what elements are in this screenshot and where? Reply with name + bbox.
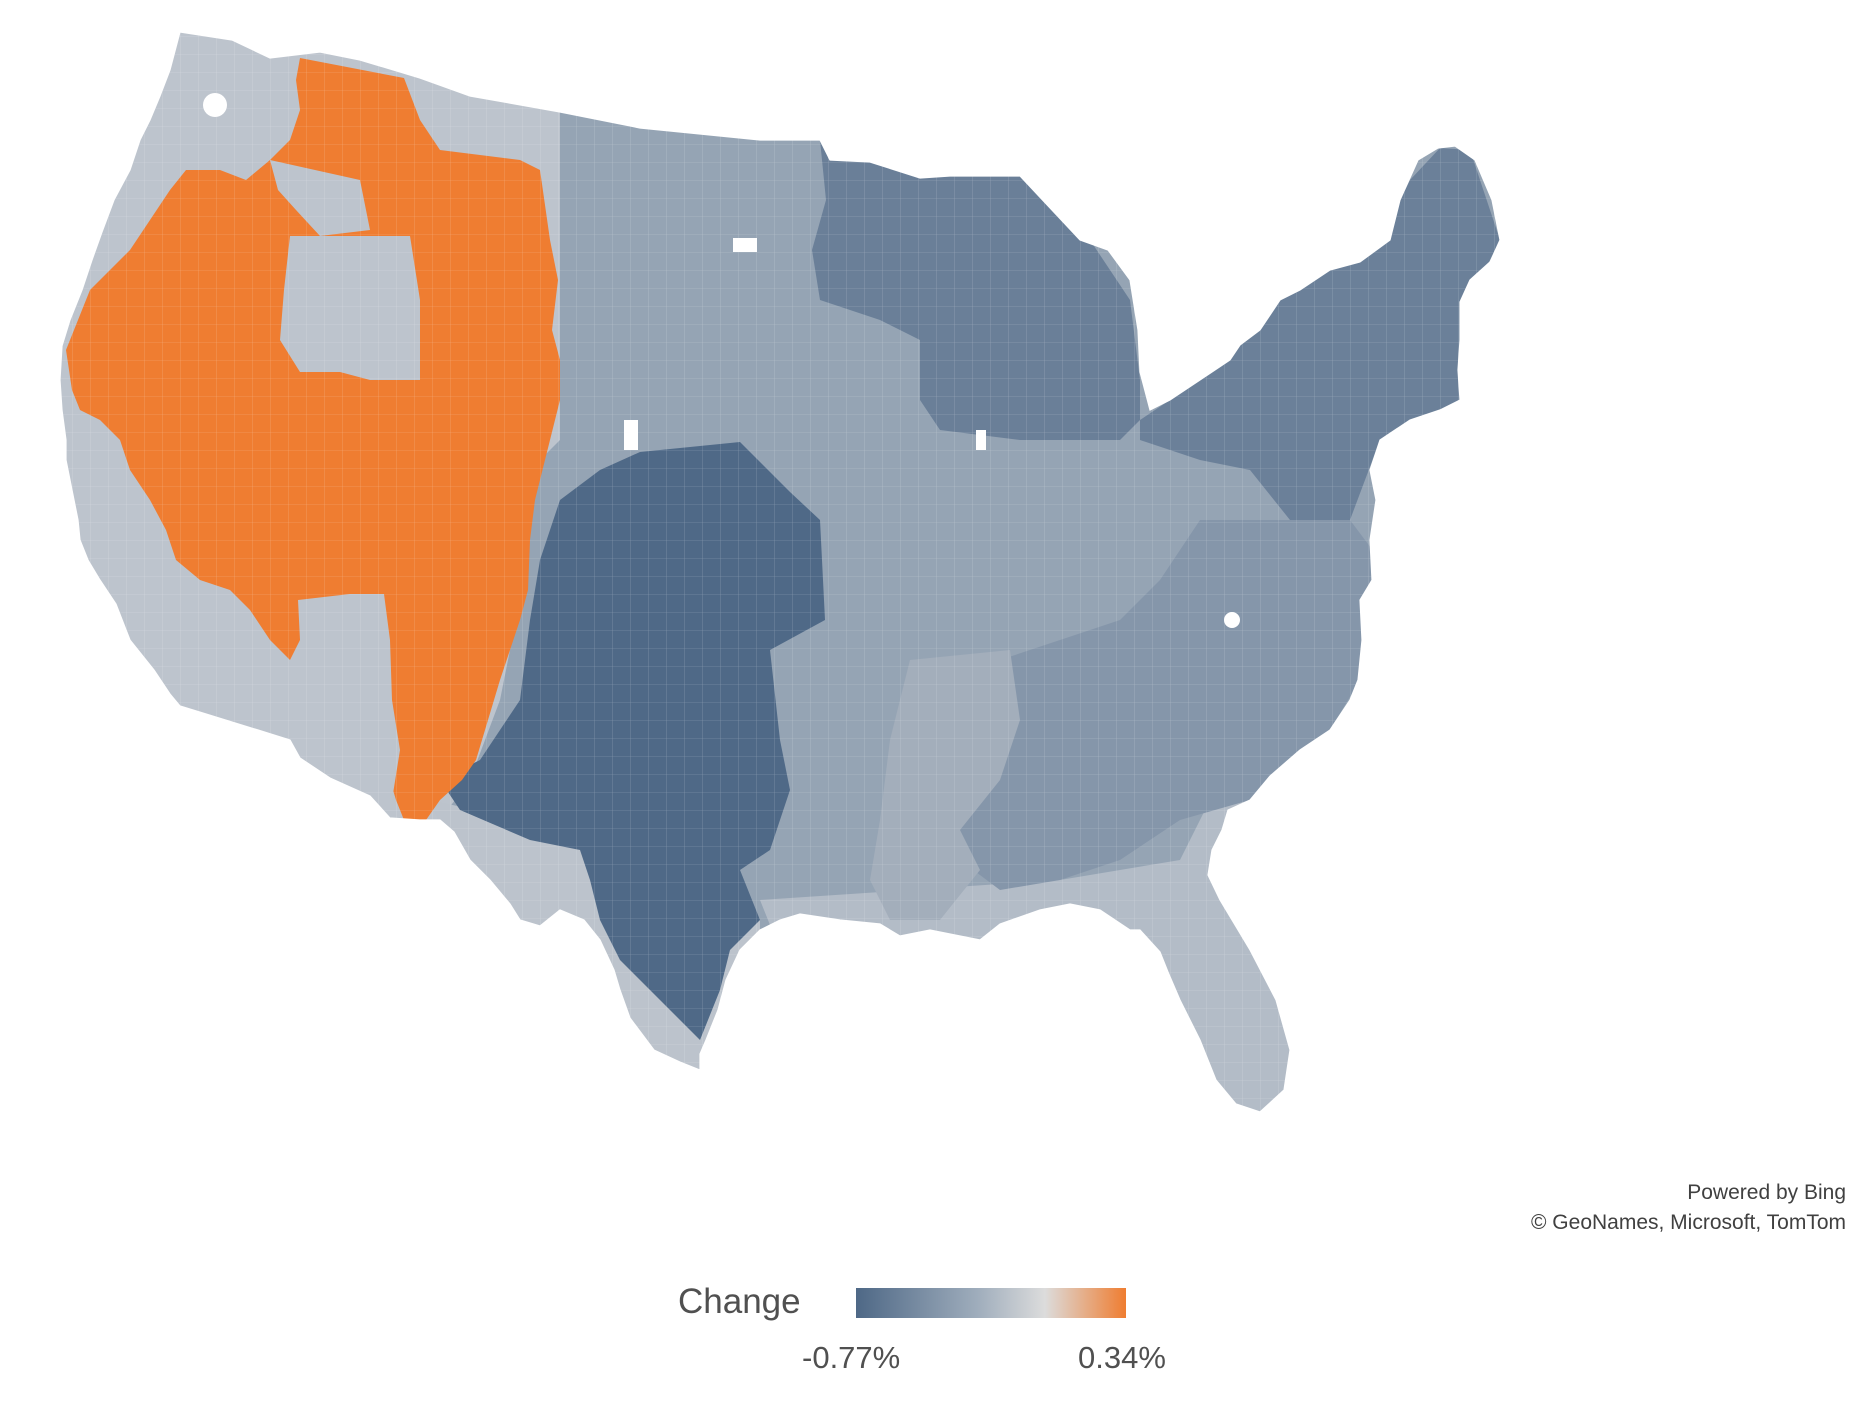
attribution-credits: © GeoNames, Microsoft, TomTom	[1531, 1211, 1846, 1234]
attribution-powered-by: Powered by Bing	[1687, 1181, 1846, 1204]
map-attribution: Powered by Bing © GeoNames, Microsoft, T…	[1531, 1178, 1846, 1238]
legend-title: Change	[678, 1282, 801, 1321]
legend-max-label: 0.34%	[1078, 1340, 1166, 1375]
missing-county-1	[733, 238, 757, 252]
missing-county-2	[624, 420, 638, 450]
legend-gradient-bar	[856, 1288, 1126, 1318]
lake-tahoe	[203, 93, 227, 117]
legend-min-label: -0.77%	[802, 1340, 901, 1375]
missing-county-4	[1224, 612, 1240, 628]
missing-county-3	[976, 430, 986, 450]
